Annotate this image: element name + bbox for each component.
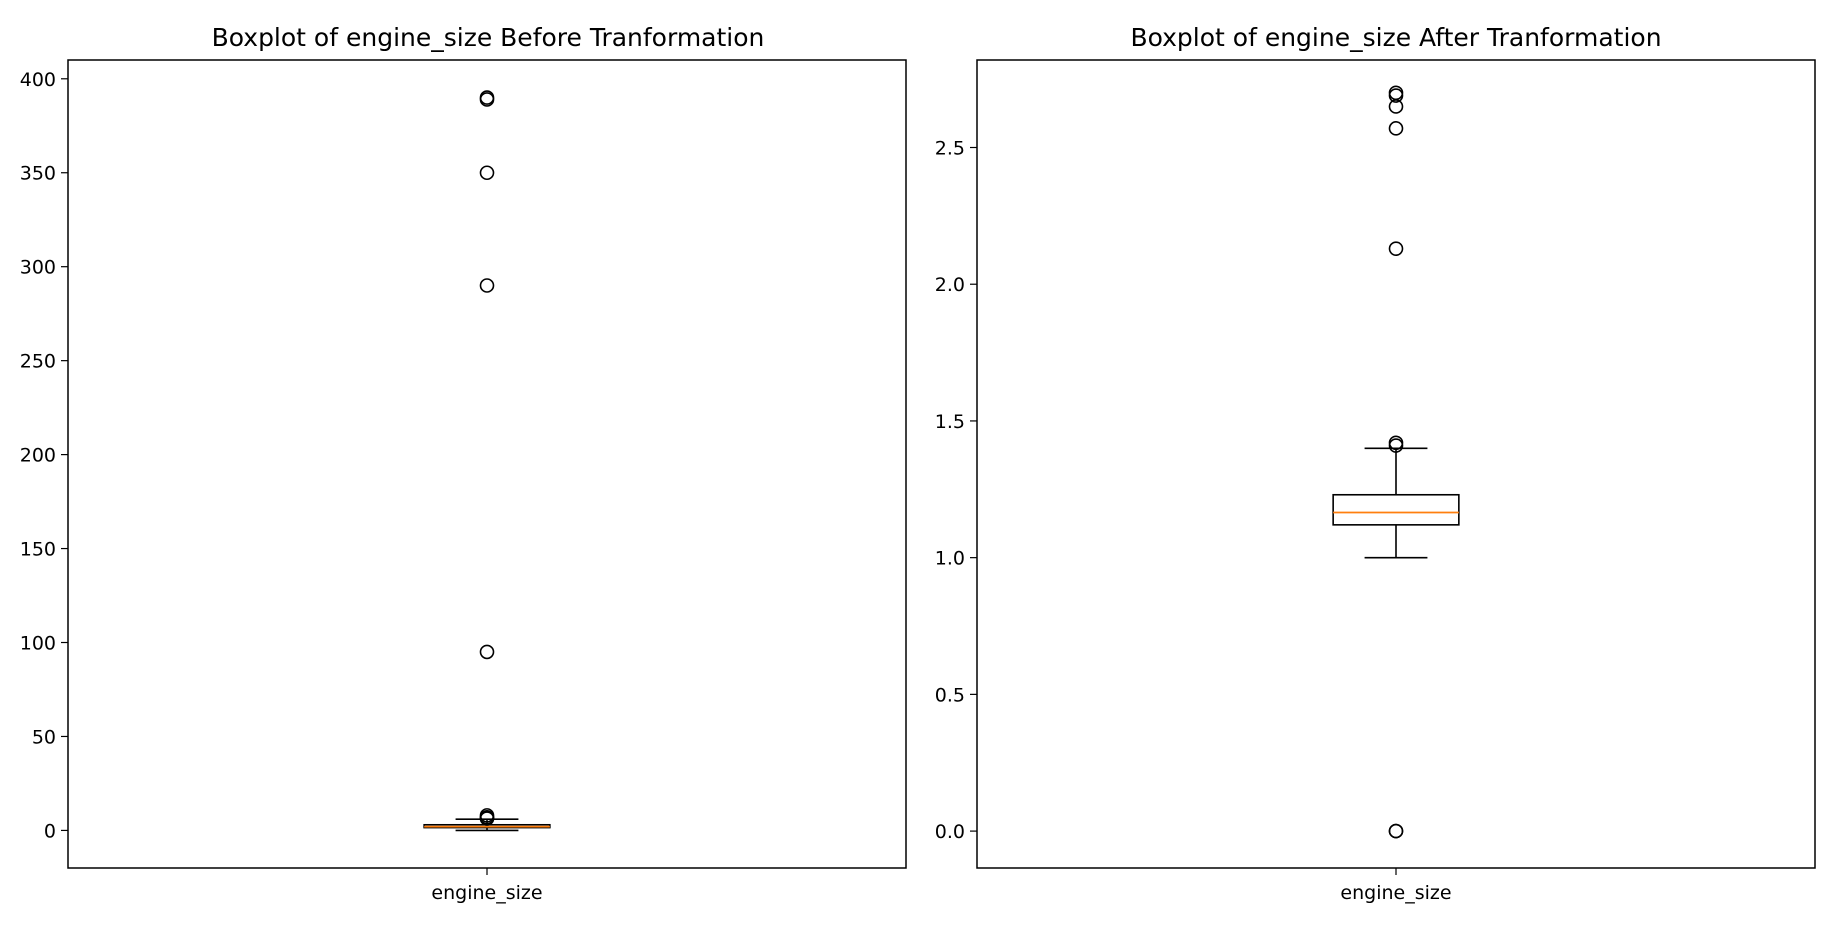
y-tick-label-after: 0.5 xyxy=(935,684,965,706)
y-tick-label-before: 0 xyxy=(44,820,56,842)
x-tick-label-after: engine_size xyxy=(1340,882,1451,904)
box-after xyxy=(1332,447,1460,559)
outlier-point-before xyxy=(479,165,495,181)
x-ticks-before: engine_size xyxy=(431,868,543,904)
outliers-before xyxy=(479,90,495,826)
outlier-point-before xyxy=(479,92,495,107)
y-tick-label-before: 400 xyxy=(20,69,56,91)
y-tick-label-after: 2.0 xyxy=(935,274,965,296)
box-iqr-after xyxy=(1332,493,1460,526)
outlier-point-after xyxy=(1388,241,1404,256)
y-ticks-after: 0.0 0.5 1.0 1.5 2.0 2.5 xyxy=(935,137,977,843)
x-tick-label-before: engine_size xyxy=(431,882,542,904)
y-tick-label-before: 50 xyxy=(32,726,56,748)
outlier-point-before xyxy=(479,811,495,826)
y-tick-label-after: 1.5 xyxy=(935,411,965,433)
y-tick-label-before: 100 xyxy=(20,633,56,655)
y-tick-label-after: 2.5 xyxy=(935,137,965,159)
outlier-point-after xyxy=(1388,88,1404,103)
y-tick-label-before: 200 xyxy=(20,445,56,467)
x-ticks-after: engine_size xyxy=(1340,868,1452,904)
outlier-point-after xyxy=(1388,121,1404,136)
plot-frame-after xyxy=(976,59,1816,869)
outlier-point-after xyxy=(1388,99,1404,114)
outlier-point-after xyxy=(1388,823,1404,839)
boxplot-after-transformation: Boxplot of engine_size After Tranformati… xyxy=(935,23,1816,904)
y-ticks-before: 0 50 100 150 200 250 300 350 400 xyxy=(20,69,68,842)
y-tick-label-before: 150 xyxy=(20,539,56,561)
y-tick-label-before: 250 xyxy=(20,351,56,373)
y-tick-label-after: 1.0 xyxy=(935,548,965,570)
plot-frame-before xyxy=(67,59,907,869)
y-tick-label-before: 350 xyxy=(20,163,56,185)
outliers-after xyxy=(1388,85,1404,839)
chart-title-after: Boxplot of engine_size After Tranformati… xyxy=(1130,23,1661,52)
outlier-point-after xyxy=(1388,438,1404,453)
chart-title-before: Boxplot of engine_size Before Tranformat… xyxy=(212,23,765,52)
y-tick-label-before: 300 xyxy=(20,257,56,279)
outlier-point-before xyxy=(479,278,495,293)
y-tick-label-after: 0.0 xyxy=(935,821,965,843)
outlier-point-before xyxy=(479,644,495,660)
boxplot-before-transformation: Boxplot of engine_size Before Tranformat… xyxy=(20,23,907,904)
